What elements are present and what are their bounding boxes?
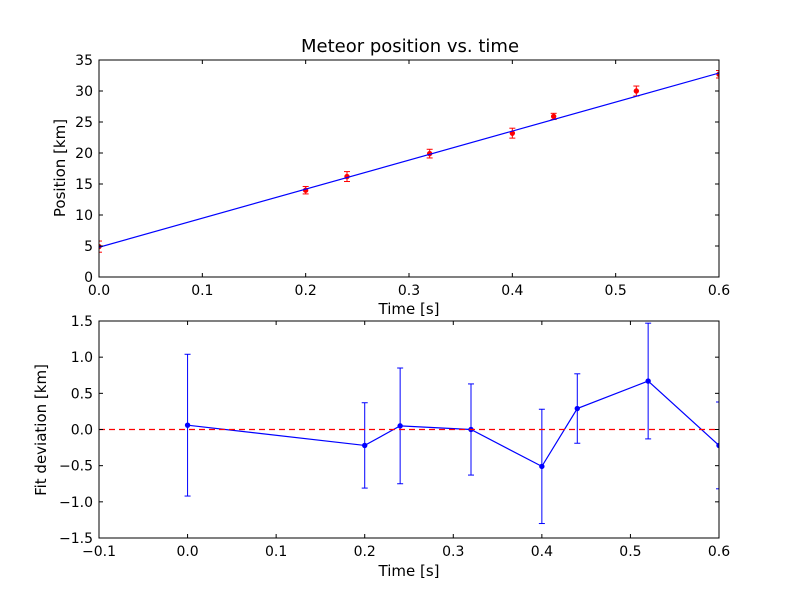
bottom-x-tick-label: −0.1 [82,544,116,560]
bottom-chart-series-layer [99,322,719,525]
top-y-tick-label: 15 [75,177,93,193]
top-x-tick-label: 0.2 [295,283,317,299]
data-point [362,442,368,449]
bottom-y-tick-label: 1.0 [71,350,93,366]
bottom-y-tick-label: −1.5 [59,531,93,547]
top-chart-x-ticks: 0.0 0.1 0.2 0.3 0.4 0.5 0.6 [88,60,730,299]
top-chart-series-layer [99,70,719,253]
top-x-tick-label: 0.4 [501,283,523,299]
bottom-chart-x-ticks: −0.1 0.0 0.1 0.2 0.3 0.4 0.5 0.6 [82,321,730,560]
bottom-chart-y-axis-label: Fit deviation [km] [32,364,50,496]
bottom-y-tick-label: 1.5 [71,314,93,330]
top-chart-plot-area [99,70,719,253]
top-y-tick-label: 5 [84,239,93,255]
data-point [539,463,545,470]
top-x-tick-label: 0.6 [708,283,730,299]
data-point [633,88,640,94]
bottom-y-tick-label: 0.5 [71,386,93,402]
top-chart-x-axis-label: Time [s] [378,300,440,318]
data-point [574,405,580,412]
bottom-y-tick-label: 0.0 [71,423,93,439]
top-y-tick-label: 35 [75,53,93,69]
bottom-chart: −0.1 0.0 0.1 0.2 0.3 0.4 0.5 0.6 −1.5 −1.0 −0.5 0.… [32,314,730,580]
bottom-chart-y-ticks: −1.5 −1.0 −0.5 0.0 0.5 1.0 1.5 [59,314,719,547]
bottom-x-tick-label: 0.2 [354,544,376,560]
data-point [184,422,191,428]
bottom-x-tick-label: 0.6 [708,544,730,560]
data-point [645,378,651,384]
top-chart-y-axis-label: Position [km] [51,119,69,217]
bottom-chart-plot-area [99,322,719,525]
bottom-x-tick-label: 0.3 [442,544,464,560]
top-y-tick-label: 0 [84,270,93,286]
top-y-tick-label: 20 [75,146,93,162]
bottom-y-tick-label: −1.0 [59,495,93,511]
data-point [550,113,557,120]
bottom-chart-x-axis-label: Time [s] [378,562,440,580]
top-x-tick-label: 0.0 [88,283,110,299]
fit-line [99,72,719,248]
bottom-x-tick-label: 0.5 [619,544,641,560]
top-chart-y-ticks: 0 5 10 15 20 25 30 35 [75,53,719,286]
top-x-tick-label: 0.3 [398,283,420,299]
bottom-x-tick-label: 0.0 [176,544,198,560]
top-x-tick-label: 0.5 [605,283,627,299]
bottom-x-tick-label: 0.1 [265,544,287,560]
top-y-tick-label: 30 [75,84,93,100]
data-point [397,423,403,429]
top-x-tick-label: 0.1 [191,283,213,299]
top-chart: Meteor position vs. time 0.0 0.1 0.2 0.3 0.4… [51,36,730,318]
top-chart-title: Meteor position vs. time [301,36,519,57]
deviation-line [187,380,719,468]
bottom-x-tick-label: 0.4 [531,544,553,560]
bottom-y-tick-label: −0.5 [59,459,93,475]
top-y-tick-label: 25 [75,115,93,131]
top-y-tick-label: 10 [75,208,93,224]
